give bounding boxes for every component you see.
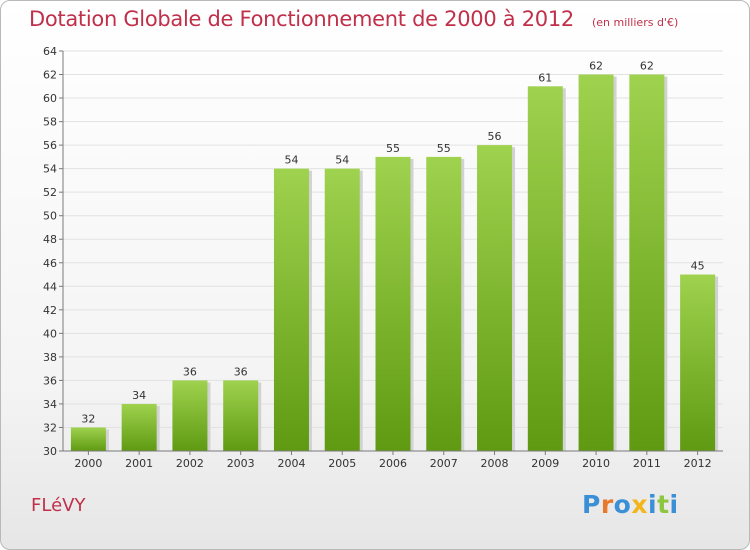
bar (324, 168, 360, 451)
data-label: 61 (538, 71, 552, 84)
y-tick-label: 30 (43, 445, 57, 458)
data-label: 36 (234, 365, 248, 378)
data-label: 45 (691, 260, 705, 273)
y-tick-label: 54 (43, 163, 57, 176)
y-tick-label: 36 (43, 374, 57, 387)
y-tick-label: 50 (43, 210, 57, 223)
y-tick-label: 32 (43, 421, 57, 434)
data-label: 54 (284, 154, 298, 167)
y-tick-label: 60 (43, 92, 57, 105)
x-tick-label: 2004 (277, 457, 305, 470)
logo-letter: t (657, 490, 670, 519)
bar (477, 145, 513, 451)
proxiti-logo: Proxiti (582, 490, 679, 519)
y-tick-label: 62 (43, 69, 57, 82)
data-label: 56 (488, 130, 502, 143)
y-tick-label: 42 (43, 304, 57, 317)
data-labels: 32 34 36 36 54 54 55 55 56 61 62 62 45 (81, 60, 704, 426)
chart-title: Dotation Globale de Fonctionnement de 20… (29, 7, 574, 31)
y-tick-label: 58 (43, 116, 57, 129)
data-label: 62 (589, 60, 603, 73)
data-label: 55 (437, 142, 451, 155)
y-tick-label: 46 (43, 257, 57, 270)
bar (527, 86, 563, 451)
x-tick-label: 2001 (125, 457, 153, 470)
y-tick-label: 40 (43, 327, 57, 340)
y-tick-label: 38 (43, 351, 57, 364)
y-tick-label: 64 (43, 45, 57, 58)
logo-letter: i (669, 490, 679, 519)
x-tick-label: 2005 (328, 457, 356, 470)
y-tick-label: 44 (43, 280, 57, 293)
bar (223, 380, 259, 451)
title-row: Dotation Globale de Fonctionnement de 20… (29, 7, 678, 31)
logo-letter: o (613, 490, 632, 519)
data-label: 34 (132, 389, 146, 402)
y-tick-label: 52 (43, 186, 57, 199)
bar (121, 403, 157, 451)
x-tick-label: 2011 (633, 457, 661, 470)
y-tick-label: 48 (43, 233, 57, 246)
bar (273, 168, 309, 451)
x-tick-label: 2000 (74, 457, 102, 470)
x-tick-label: 2003 (227, 457, 255, 470)
axes: 30 32 34 36 38 40 42 44 46 48 50 52 54 56 58 60 62 64 2000… (43, 45, 723, 470)
logo-letter: i (648, 490, 658, 519)
x-tick-label: 2010 (582, 457, 610, 470)
data-label: 54 (335, 154, 349, 167)
commune-name: FLéVY (31, 495, 86, 516)
bar (426, 156, 462, 451)
bar (578, 74, 614, 451)
y-tick-label: 56 (43, 139, 57, 152)
data-label: 36 (183, 365, 197, 378)
x-tick-label: 2006 (379, 457, 407, 470)
x-tick-label: 2009 (531, 457, 559, 470)
bar (375, 156, 411, 451)
x-tick-label: 2012 (684, 457, 712, 470)
y-tick-label: 34 (43, 398, 57, 411)
bar (629, 74, 665, 451)
bar (70, 427, 106, 451)
data-label: 55 (386, 142, 400, 155)
data-label: 62 (640, 60, 654, 73)
logo-letter: P (582, 490, 601, 519)
bar (172, 380, 208, 451)
x-tick-label: 2008 (481, 457, 509, 470)
bar (680, 274, 716, 451)
data-label: 32 (81, 412, 95, 425)
logo-letter: r (600, 490, 614, 519)
unit-note: (en milliers d'€) (591, 16, 679, 29)
bars (70, 74, 716, 451)
x-tick-label: 2007 (430, 457, 458, 470)
x-tick-label: 2002 (176, 457, 204, 470)
logo-letter: x (631, 490, 648, 519)
